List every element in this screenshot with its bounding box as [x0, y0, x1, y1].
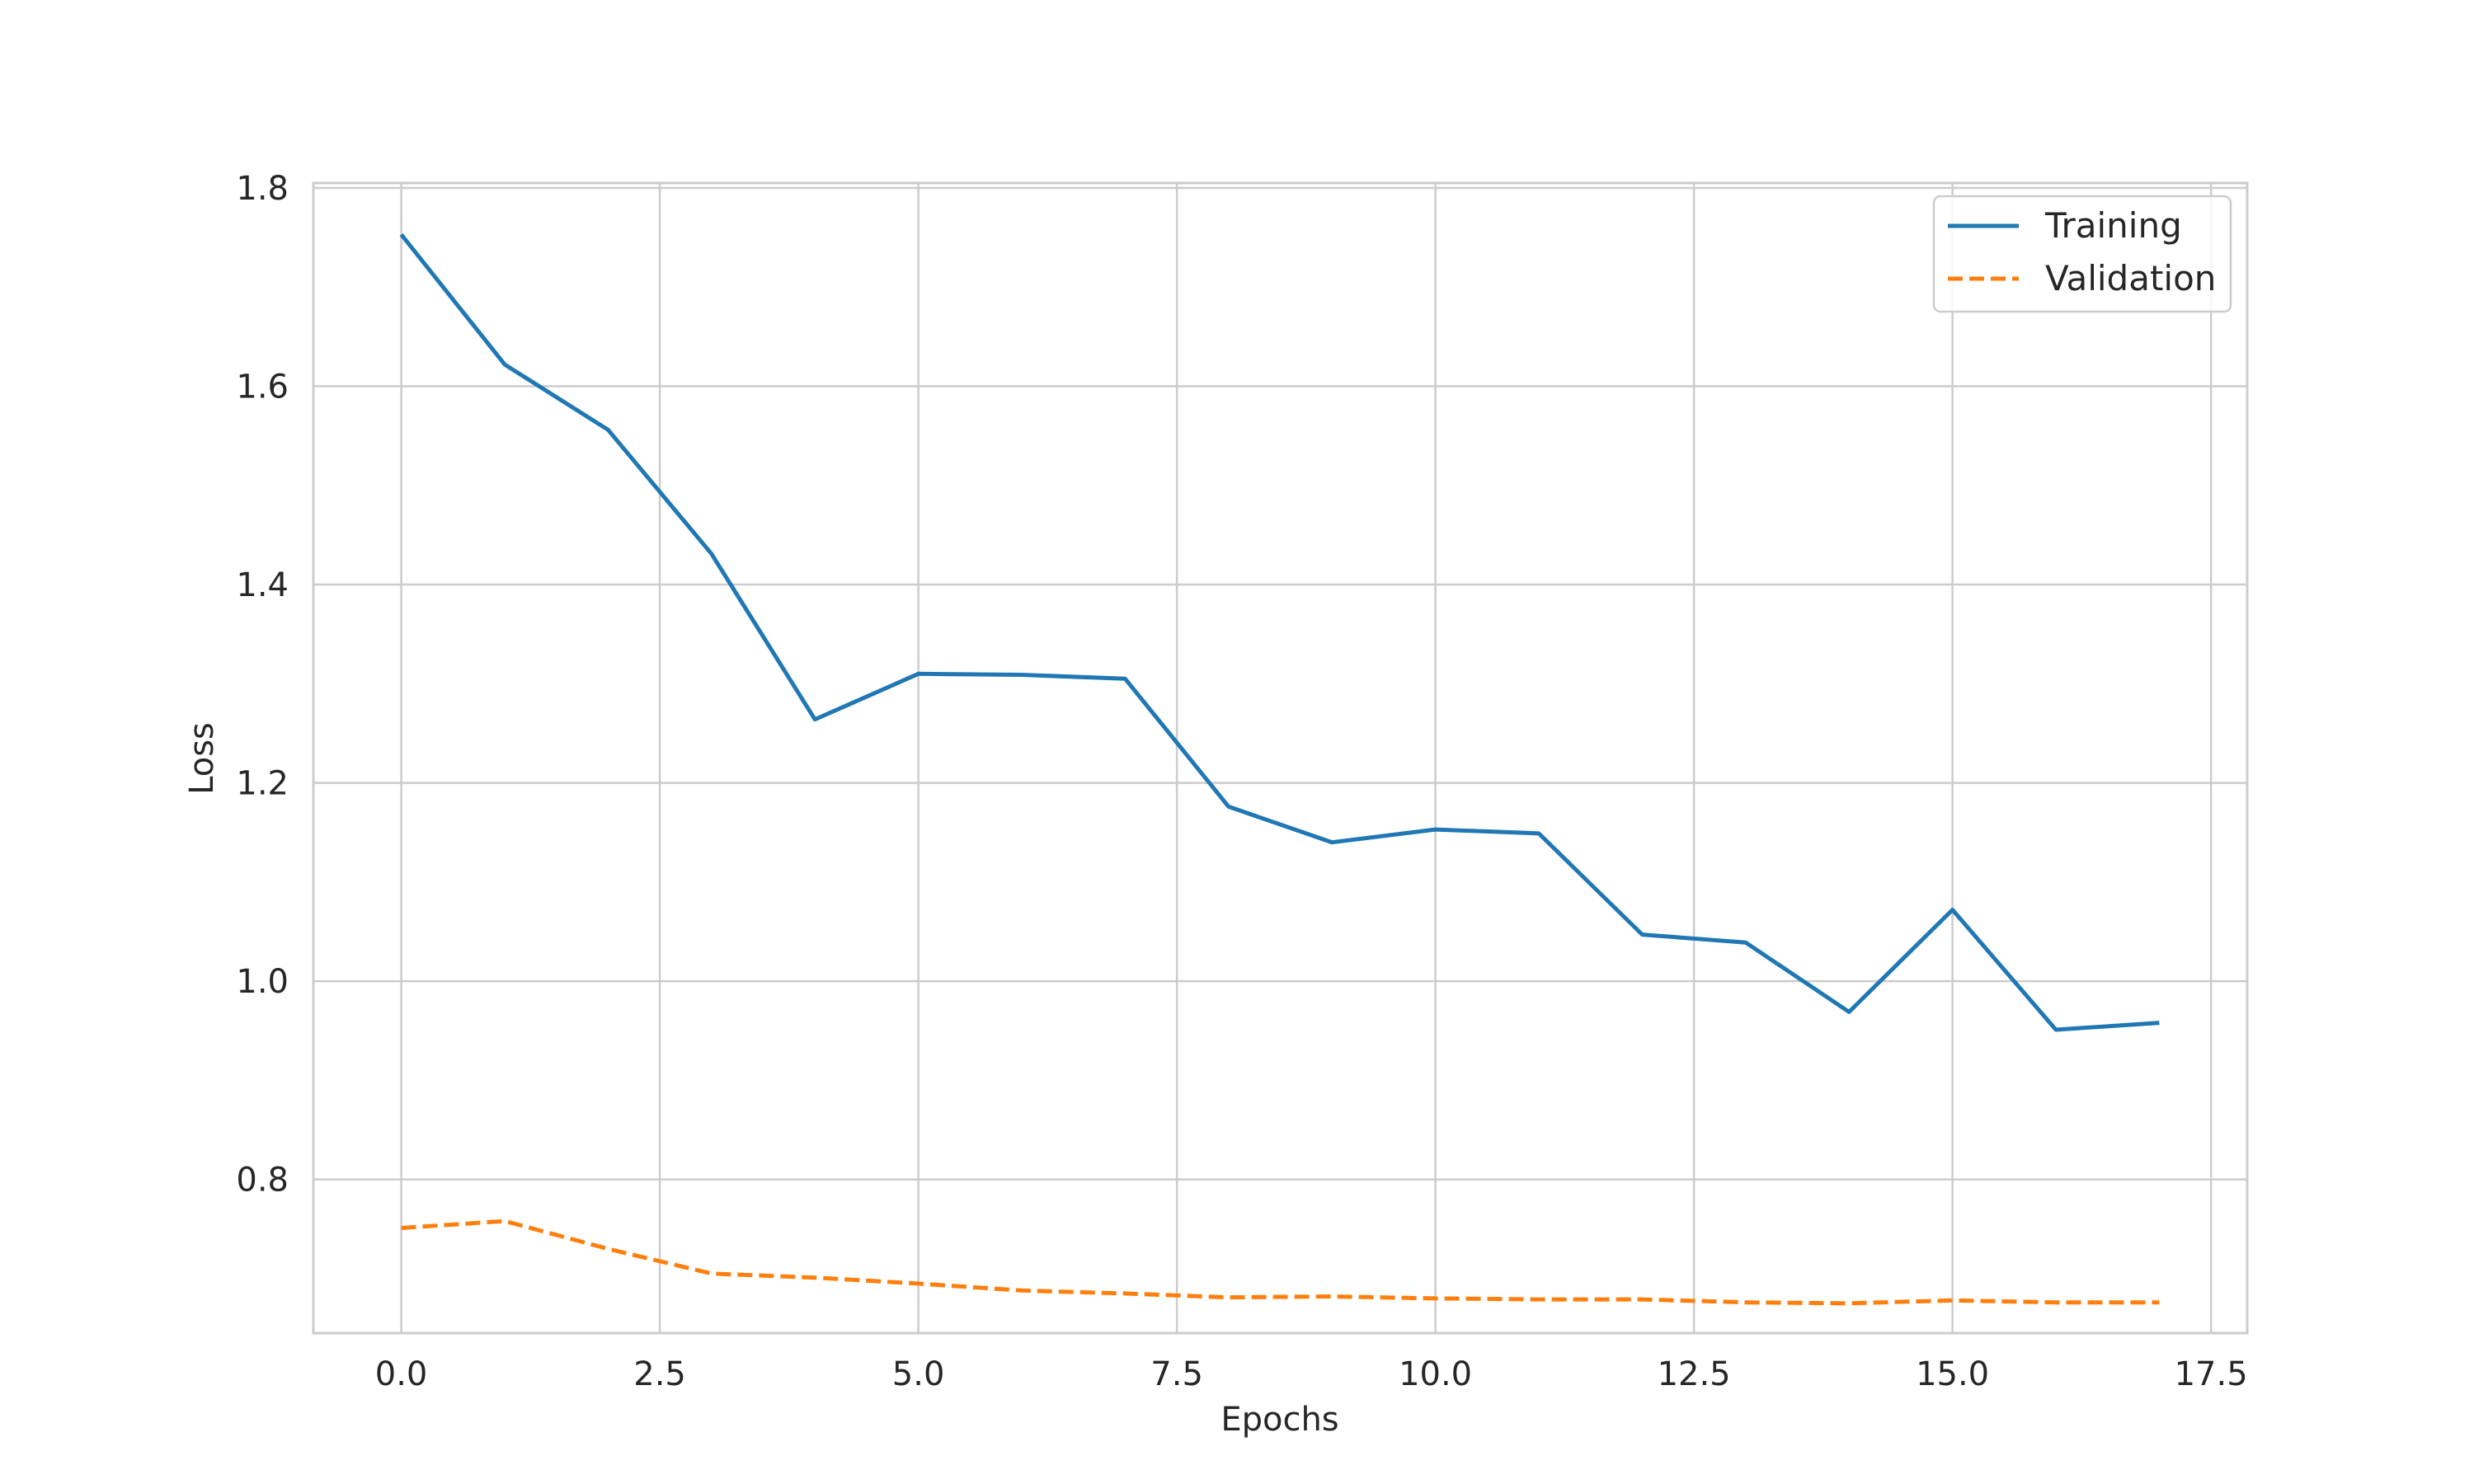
series-layer [399, 232, 2160, 1306]
series-line-training [399, 232, 2160, 1032]
y-tick-label: 1.6 [236, 369, 289, 406]
y-tick-labels: 0.8 1.0 1.2 1.4 1.6 1.8 [236, 170, 289, 1200]
x-tick-label: 12.5 [1658, 1355, 1731, 1393]
x-tick-labels: 0.0 2.5 5.0 7.5 10.0 12.5 15.0 17.5 [375, 1355, 2248, 1393]
x-tick-label: 17.5 [2175, 1355, 2248, 1393]
legend-label-training: Training [2044, 205, 2182, 246]
legend-label-validation: Validation [2045, 258, 2216, 298]
x-axis-label: Epochs [1221, 1401, 1338, 1439]
legend: Training Validation [1932, 195, 2232, 313]
x-tick-label: 15.0 [1916, 1355, 1989, 1393]
x-tick-label: 10.0 [1399, 1355, 1472, 1393]
y-tick-label: 1.4 [236, 566, 289, 604]
y-axis-label: Loss [183, 722, 221, 795]
y-tick-label: 1.8 [236, 170, 289, 208]
y-tick-label: 1.0 [236, 963, 289, 1001]
plot-frame [312, 181, 2249, 1335]
x-tick-label: 2.5 [633, 1355, 686, 1393]
x-tick-label: 5.0 [892, 1355, 945, 1393]
x-tick-label: 7.5 [1150, 1355, 1203, 1393]
series-line-validation [401, 1219, 2160, 1306]
y-tick-label: 1.2 [236, 765, 289, 803]
grid [313, 183, 2247, 1333]
x-tick-label: 0.0 [375, 1355, 428, 1393]
y-tick-label: 0.8 [236, 1162, 289, 1200]
